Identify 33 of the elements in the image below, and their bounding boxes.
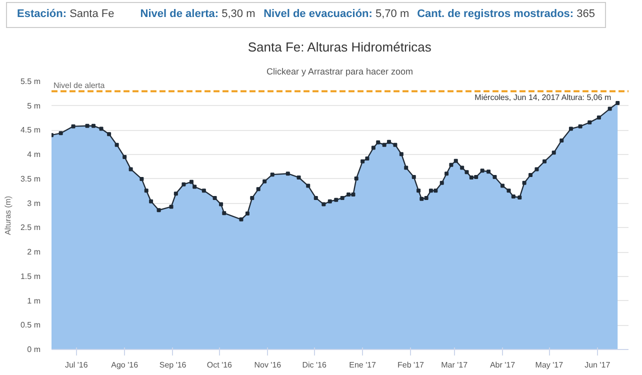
ref-line-label: Nivel de alerta (54, 81, 106, 90)
x-tick-label: Nov '16 (254, 360, 282, 370)
annotation: Miércoles, Jun 14, 2017 Altura: 5,06 m (474, 92, 612, 102)
text: Nivel de alerta: 5,30 m (140, 7, 256, 22)
y-tick-label: 5.5 m (20, 77, 41, 86)
y-axis-title: Alturas (m) (3, 196, 12, 236)
x-tick-label: Sep '16 (159, 360, 187, 370)
y-tick-label: 3 m (27, 198, 41, 208)
x-tick-label: Ene '17 (349, 360, 377, 370)
text: Estación: Santa Fe (17, 7, 116, 22)
x-tick-label: Mar '17 (441, 360, 468, 370)
x-tick-label: Jun '17 (584, 360, 611, 370)
chart-subtitle: Clickear y Arrastrar para hacer zoom (266, 66, 414, 76)
y-tick-label: 0.5 m (20, 320, 41, 330)
y-tick-label: 5 m (27, 101, 41, 110)
y-tick-label: 3.5 m (20, 174, 41, 184)
x-tick-label: Jul '16 (64, 360, 88, 370)
y-tick-label: 0 m (27, 345, 41, 354)
y-tick-label: 4.5 m (20, 126, 41, 135)
text: Cant. de registros mostrados: 365 (417, 7, 596, 22)
x-tick-label: Abr '17 (490, 360, 516, 370)
y-tick-label: 2 m (27, 248, 41, 257)
x-tick-label: May '17 (535, 360, 564, 370)
x-tick-label: Dic '16 (302, 360, 327, 370)
chart-title: Santa Fe: Alturas Hidrométricas (248, 40, 432, 54)
y-tick-label: 2.5 m (20, 223, 41, 232)
text: Nivel de evacuación: 5,70 m (264, 7, 410, 22)
x-tick-label: Oct '16 (206, 360, 233, 370)
y-tick-label: 1.5 m (20, 272, 41, 281)
x-tick-label: Feb '17 (398, 360, 425, 370)
y-tick-label: 1 m (27, 296, 41, 306)
y-tick-label: 4 m (27, 150, 41, 160)
x-tick-label: Ago '16 (111, 360, 139, 370)
